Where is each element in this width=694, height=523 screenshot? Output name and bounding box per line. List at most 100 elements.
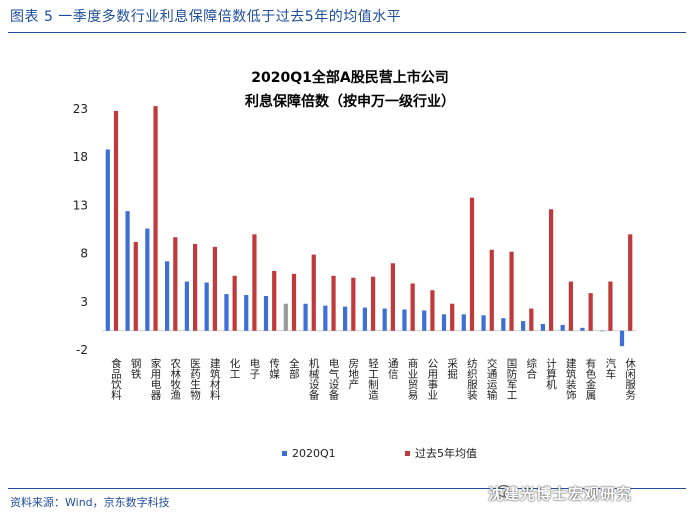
y-tick-label: 8 <box>80 247 88 261</box>
bar-past5-avg <box>291 273 297 331</box>
bar-past5-avg <box>410 283 415 331</box>
bar-2020q1 <box>165 261 170 331</box>
bar-2020q1 <box>521 321 526 331</box>
bar-2020q1 <box>540 323 545 331</box>
figure-caption: 图表 5 一季度多数行业利息保障倍数低于过去5年的均值水平 <box>10 9 402 25</box>
bar-past5-avg <box>351 277 356 331</box>
chart-title-line1: 2020Q1全部A股民营上市公司 <box>251 69 448 86</box>
bar-past5-avg <box>608 281 613 331</box>
bar-past5-avg <box>371 276 376 331</box>
bar-2020q1 <box>382 308 387 331</box>
bar-2020q1 <box>441 314 447 331</box>
category-label: 全部 <box>288 357 300 380</box>
bar-past5-avg <box>133 242 138 331</box>
category-label: 医药生物 <box>189 358 201 401</box>
category-label: 有色金属 <box>585 357 597 401</box>
bar-past5-avg <box>173 237 178 331</box>
category-label: 国防军工 <box>505 358 517 400</box>
bar-2020q1 <box>224 294 229 331</box>
bar-past5-avg <box>588 293 593 331</box>
source-divider <box>8 488 686 489</box>
legend-label-2020q1: 2020Q1 <box>292 447 336 460</box>
bar-past5-avg <box>272 270 277 331</box>
bar-past5-avg <box>232 275 237 331</box>
category-label: 综合 <box>525 357 537 380</box>
category-label: 电气设备 <box>327 357 339 401</box>
bar-2020q1 <box>619 330 625 347</box>
chart-title-line2: 利息保障倍数（按申万一级行业） <box>245 93 455 110</box>
bar-chart: 2020Q1全部A股民营上市公司 利息保障倍数（按申万一级行业） 23 18 13 8… <box>73 69 636 460</box>
bar-2020q1 <box>501 318 506 331</box>
category-label: 钢铁 <box>130 357 142 380</box>
category-label: 传媒 <box>268 358 280 380</box>
bar-past5-avg <box>113 110 119 331</box>
legend-label-past5: 过去5年均值 <box>415 446 477 460</box>
bar-past5-avg <box>469 197 475 331</box>
bar-2020q1 <box>184 281 189 331</box>
bar-past5-avg <box>252 234 257 331</box>
category-label: 家用电器 <box>149 357 161 401</box>
bar-2020q1 <box>600 330 605 332</box>
legend-swatch-2020q1 <box>282 451 287 456</box>
category-label: 采掘 <box>446 358 458 380</box>
category-label: 电子 <box>248 357 260 379</box>
bar-past5-avg <box>153 106 158 331</box>
bar-past5-avg <box>311 254 316 331</box>
category-label: 机械设备 <box>308 357 320 401</box>
category-label: 纺织服装 <box>466 357 478 401</box>
y-tick-label: 13 <box>73 198 88 212</box>
bar-past5-avg <box>390 263 395 331</box>
bar-2020q1 <box>125 211 130 331</box>
bar-2020q1 <box>560 324 565 331</box>
bar-past5-avg <box>430 290 435 331</box>
bar-2020q1 <box>402 309 407 331</box>
wechat-icon <box>497 484 515 499</box>
bar-2020q1 <box>362 307 367 331</box>
bar-past5-avg <box>489 249 494 331</box>
bar-past5-avg <box>193 243 198 331</box>
category-label: 计算机 <box>545 357 557 390</box>
bar-2020q1 <box>422 310 427 331</box>
bar-past5-avg <box>331 275 336 331</box>
bar-2020q1 <box>204 282 209 331</box>
category-label: 房地产 <box>347 357 359 390</box>
bar-2020q1 <box>481 315 486 331</box>
y-tick-label: 18 <box>73 150 88 164</box>
bar-2020q1 <box>323 305 328 331</box>
bar-2020q1 <box>283 303 288 331</box>
bar-past5-avg <box>549 209 554 331</box>
y-tick-label: -2 <box>76 343 88 357</box>
bar-2020q1 <box>105 149 110 331</box>
category-label: 建筑装饰 <box>565 357 577 401</box>
bar-past5-avg <box>568 281 573 331</box>
bar-2020q1 <box>343 306 348 331</box>
bar-past5-avg <box>212 246 217 331</box>
bar-2020q1 <box>145 228 150 331</box>
category-label: 建筑材料 <box>209 357 221 401</box>
caption-divider <box>8 32 686 33</box>
bar-2020q1 <box>580 327 585 331</box>
bar-2020q1 <box>461 314 466 331</box>
category-label: 化工 <box>229 357 241 379</box>
category-label: 汽车 <box>604 357 616 380</box>
source-note: 资料来源：Wind，京东数字科技 <box>10 496 170 509</box>
category-label: 农林牧渔 <box>169 357 181 401</box>
bar-2020q1 <box>244 295 249 331</box>
y-tick-label: 3 <box>80 295 88 309</box>
category-label: 休闲服务 <box>624 358 636 401</box>
category-label: 公用事业 <box>426 358 438 400</box>
bar-2020q1 <box>263 296 269 331</box>
watermark: 沈建光博士宏观研究 <box>488 485 633 503</box>
category-label: 交通运输 <box>486 357 498 401</box>
bar-past5-avg <box>509 251 514 331</box>
bar-past5-avg <box>628 234 633 331</box>
bar-past5-avg <box>450 303 455 331</box>
category-label: 通信 <box>387 358 399 380</box>
category-label: 轻工制造 <box>367 357 379 400</box>
y-tick-label: 23 <box>73 102 88 116</box>
bar-past5-avg <box>529 308 534 331</box>
category-label: 食品饮料 <box>110 357 122 401</box>
legend-swatch-past5 <box>405 451 410 456</box>
category-label: 商业贸易 <box>407 357 419 401</box>
bar-2020q1 <box>303 303 308 331</box>
